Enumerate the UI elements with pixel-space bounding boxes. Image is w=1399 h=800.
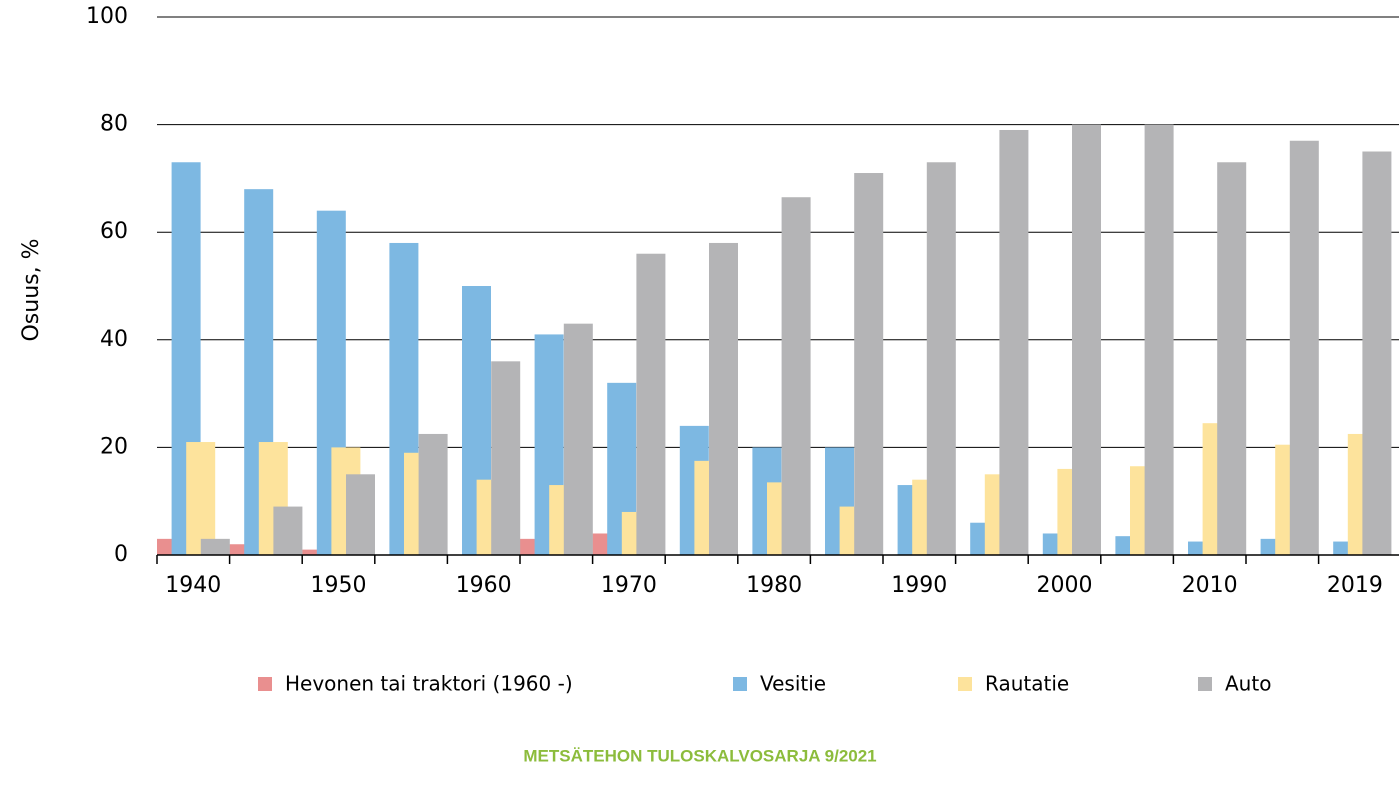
x-tick-label: 2010	[1182, 573, 1238, 598]
x-tick-label: 2019	[1327, 573, 1383, 598]
bar	[854, 173, 884, 555]
bar	[273, 506, 303, 555]
y-tick-label: 40	[100, 327, 128, 352]
bar	[186, 442, 216, 555]
legend-swatch	[958, 677, 972, 691]
x-tick-label: 1940	[165, 573, 221, 598]
bar	[418, 433, 448, 555]
x-tick-label: 1960	[456, 573, 512, 598]
bar	[709, 242, 738, 555]
bar	[229, 544, 259, 555]
bar	[200, 538, 230, 555]
legend-label: Vesitie	[760, 672, 826, 696]
bar	[926, 162, 956, 555]
y-tick-label: 80	[100, 112, 128, 137]
footer: METSÄTEHON TULOSKALVOSARJA 9/2021	[523, 746, 876, 765]
legend-label: Rautatie	[985, 672, 1069, 696]
bar	[1362, 151, 1392, 555]
bar	[1217, 162, 1247, 555]
bar	[781, 197, 811, 556]
legend-swatch	[733, 677, 747, 691]
legend-label: Hevonen tai traktori (1960 -)	[285, 672, 573, 696]
legend-swatch	[1198, 677, 1212, 691]
bar	[999, 129, 1029, 556]
bar	[636, 253, 666, 555]
y-tick-label: 60	[100, 219, 128, 244]
bar	[302, 549, 332, 555]
bar	[1072, 124, 1101, 555]
y-tick-label: 0	[114, 542, 128, 567]
legend-label: Auto	[1225, 672, 1271, 696]
x-tick-label: 1990	[891, 573, 947, 598]
x-tick-label: 1950	[311, 573, 367, 598]
x-tick-label: 1980	[746, 573, 802, 598]
legend-swatch	[258, 677, 272, 691]
y-tick-label: 20	[100, 434, 128, 459]
bar	[1289, 140, 1319, 556]
bar	[491, 361, 521, 555]
y-axis-label: Osuus, %	[19, 238, 44, 341]
x-tick-label: 1970	[601, 573, 657, 598]
bar	[1144, 124, 1174, 555]
y-tick-label: 100	[86, 4, 128, 29]
bar	[346, 474, 375, 555]
x-tick-label: 2000	[1037, 573, 1093, 598]
bar	[563, 323, 593, 555]
